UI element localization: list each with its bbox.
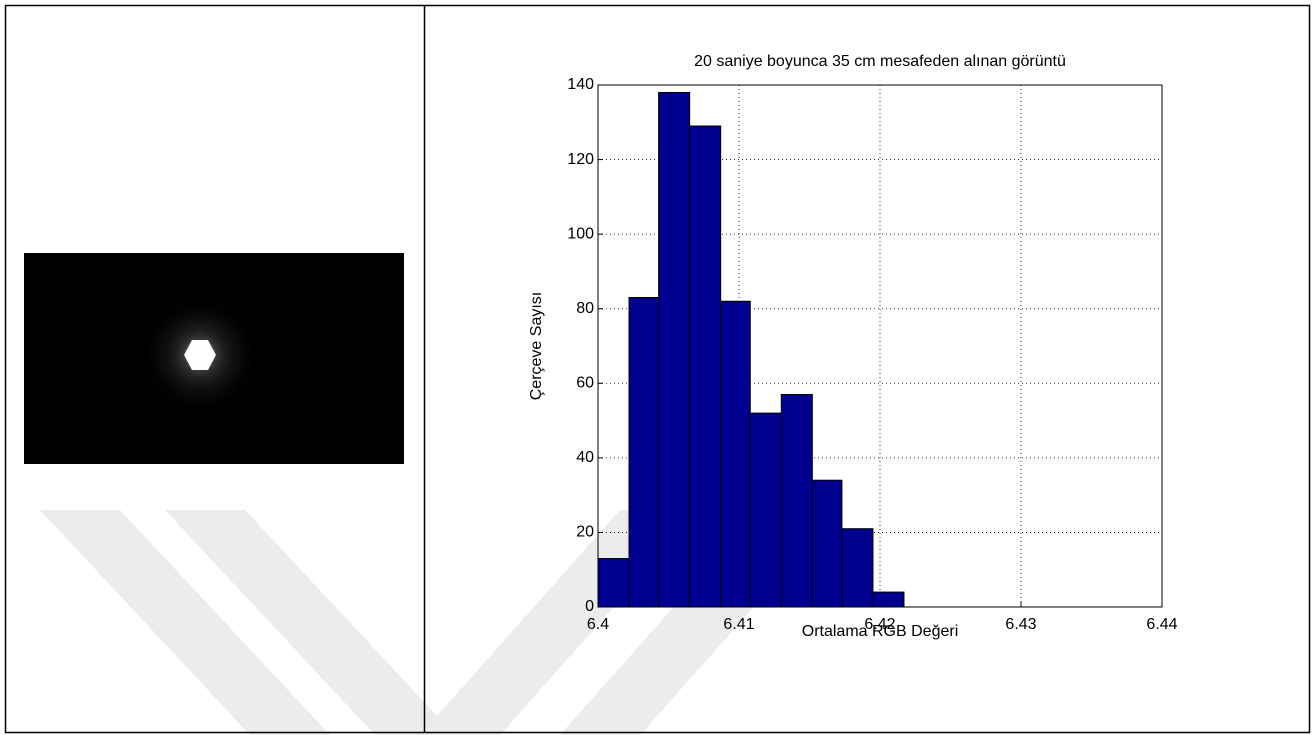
bar [658, 91, 691, 608]
y-tick-label: 140 [567, 76, 594, 93]
camera-image [24, 253, 404, 464]
bar [749, 412, 782, 608]
y-tick-label: 20 [576, 524, 594, 541]
y-tick-label: 80 [576, 300, 594, 317]
x-tick-label: 6.41 [723, 616, 754, 633]
bar [689, 125, 722, 608]
y-axis-label: Çerçeve Sayısı [528, 292, 545, 400]
y-tick-label: 100 [567, 225, 594, 242]
table-border [4, 4, 1311, 734]
y-tick-label: 0 [585, 598, 594, 615]
bar [720, 300, 751, 608]
y-tick-label: 120 [567, 151, 594, 168]
bar [841, 528, 874, 608]
x-tick-label: 6.4 [587, 616, 609, 633]
y-tick-label: 40 [576, 449, 594, 466]
bar [811, 479, 843, 608]
bar [628, 297, 660, 608]
bar [872, 591, 905, 608]
x-tick-label: 6.42 [864, 616, 895, 633]
x-tick-label: 6.44 [1146, 616, 1177, 633]
chart-title: 20 saniye boyunca 35 cm mesafeden alınan… [694, 53, 1066, 70]
bar [780, 393, 813, 608]
x-tick-label: 6.43 [1005, 616, 1036, 633]
y-tick-label: 60 [576, 375, 594, 392]
plot-frame [597, 84, 1163, 608]
bar [597, 558, 630, 608]
x-axis-label: Ortalama RGB Değeri [802, 623, 959, 640]
